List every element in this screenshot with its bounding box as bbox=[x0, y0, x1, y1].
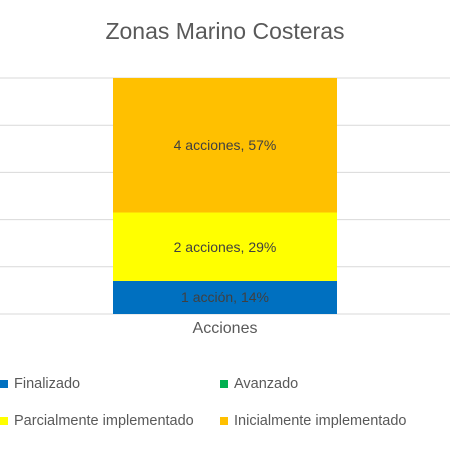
x-tick-label: Acciones bbox=[192, 320, 258, 337]
chart-title: Zonas Marino Costeras bbox=[105, 18, 345, 44]
legend-item: Parcialmente implementado bbox=[0, 413, 194, 429]
legend-label: Finalizado bbox=[14, 376, 81, 392]
data-label: 2 acciones, 29% bbox=[173, 238, 277, 255]
bar-segment bbox=[113, 212, 337, 281]
legend-item: Inicialmente implementado bbox=[220, 413, 406, 429]
legend-item: Avanzado bbox=[220, 376, 298, 392]
legend-label: Inicialmente implementado bbox=[234, 413, 407, 429]
data-label: 1 acción, 14% bbox=[181, 289, 269, 306]
legend-label: Parcialmente implementado bbox=[14, 413, 194, 429]
legend-item: Finalizado bbox=[0, 376, 80, 392]
legend-swatch bbox=[220, 417, 228, 425]
bar-segment bbox=[113, 78, 337, 213]
legend-swatch bbox=[0, 417, 8, 425]
bar-segment bbox=[113, 280, 337, 314]
data-label: 4 acciones, 57% bbox=[173, 137, 277, 154]
legend-swatch bbox=[0, 380, 8, 388]
legend-swatch bbox=[220, 380, 228, 388]
legend-label: Avanzado bbox=[234, 376, 299, 392]
